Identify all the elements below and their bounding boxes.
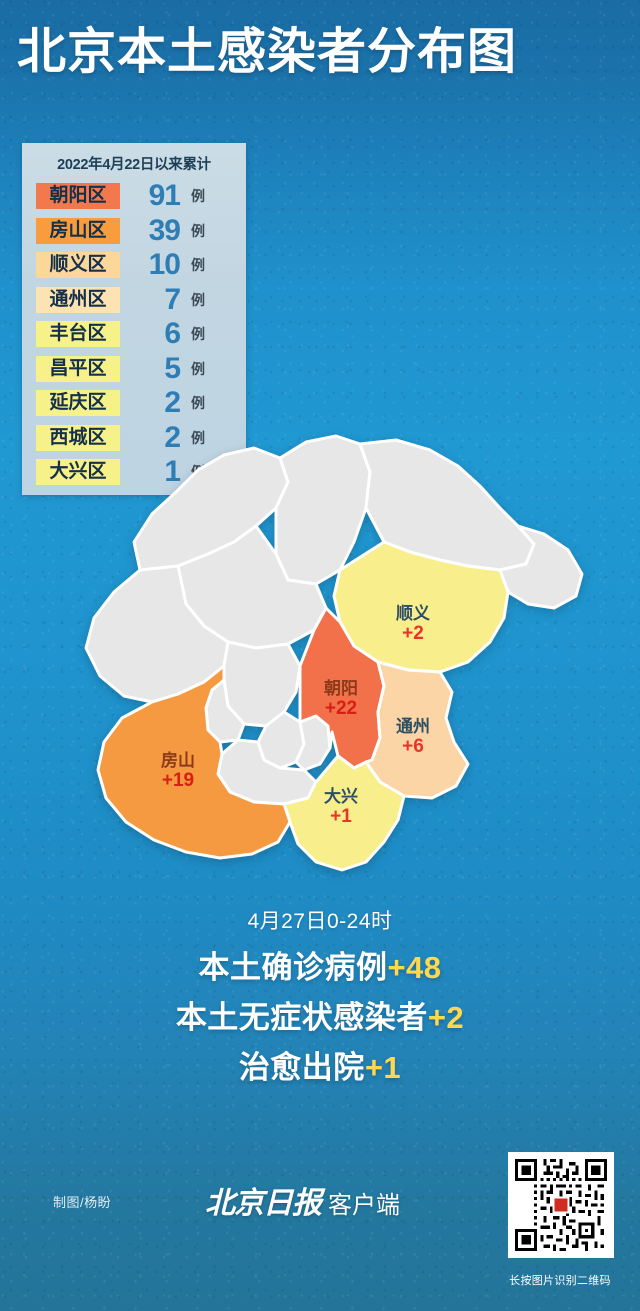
summary-confirmed-count: +48 (387, 950, 442, 985)
map-label-daxing: 大兴 +1 (296, 788, 386, 827)
count-unit: 例 (191, 222, 205, 239)
summary-recovered-label: 治愈出院 (238, 1050, 365, 1085)
count-unit: 例 (191, 326, 205, 343)
count-unit: 例 (191, 188, 205, 205)
district-chip: 大兴区 (36, 459, 120, 486)
district-count: 2 (164, 386, 181, 420)
map-label-name: 大兴 (324, 787, 358, 806)
table-row: 丰台区 6 例 (22, 317, 246, 352)
summary-asymptomatic-count: +2 (427, 1000, 465, 1035)
map-label-count: +22 (324, 697, 358, 719)
map-label-name: 顺义 (396, 604, 430, 623)
district-count: 7 (164, 282, 181, 316)
map-label-name: 朝阳 (324, 679, 358, 698)
map-label-chaoyang: 朝阳 +22 (296, 680, 386, 719)
district-chip: 顺义区 (36, 252, 120, 279)
count-unit: 例 (191, 395, 205, 412)
beijing-district-map: 顺义 +2 朝阳 +22 通州 +6 房山 +19 大兴 +1 (48, 430, 608, 900)
summary-confirmed-label: 本土确诊病例 (198, 950, 388, 985)
legend-header: 2022年4月22日以来累计 (57, 157, 211, 173)
map-label-shunyi: 顺义 +2 (368, 605, 458, 644)
district-chip: 朝阳区 (36, 183, 120, 210)
district-count: 5 (164, 351, 181, 385)
map-region-huairou (274, 434, 372, 586)
map-label-count: +19 (161, 769, 195, 791)
map-region-fangshan (96, 664, 292, 860)
map-label-count: +6 (402, 735, 424, 757)
map-label-tongzhou: 通州 +6 (368, 718, 458, 757)
brand-mark-icon (552, 1196, 570, 1214)
map-label-count: +2 (402, 622, 424, 644)
count-unit: 例 (191, 257, 205, 274)
map-label-name: 通州 (396, 717, 430, 736)
qr-code[interactable] (508, 1152, 614, 1258)
table-row: 朝阳区 91 例 (22, 179, 246, 214)
table-row: 通州区 7 例 (22, 283, 246, 318)
district-chip: 西城区 (36, 424, 120, 451)
district-chip: 通州区 (36, 286, 120, 313)
map-region-daxing (282, 754, 406, 872)
district-count: 91 (148, 179, 181, 213)
count-unit: 例 (191, 360, 205, 377)
brand-name: 北京日报 (205, 1187, 322, 1220)
map-region-pinggu (498, 524, 584, 610)
district-count: 1 (164, 455, 181, 489)
designer-credit: 制图/杨盼 (53, 1195, 112, 1210)
legend-rows: 朝阳区 91 例 房山区 39 例 顺义区 10 例 通州区 7 例 丰台区 6 (22, 179, 246, 490)
summary-asymptomatic-line: 本土无症状感染者+2 (0, 992, 640, 1037)
qr-caption: 长按图片识别二维码 (509, 1275, 611, 1287)
table-row: 房山区 39 例 (22, 214, 246, 249)
district-count: 2 (164, 420, 181, 454)
summary-recovered-count: +1 (364, 1050, 402, 1085)
summary-recovered-line: 治愈出院+1 (0, 1042, 640, 1087)
table-row: 西城区 2 例 (22, 421, 246, 456)
district-chip: 延庆区 (36, 390, 120, 417)
district-chip: 房山区 (36, 217, 120, 244)
legend-panel: 2022年4月22日以来累计 朝阳区 91 例 房山区 39 例 顺义区 10 … (22, 143, 246, 495)
count-unit: 例 (191, 291, 205, 308)
map-region-tongzhou (364, 660, 470, 800)
map-label-fangshan: 房山 +19 (133, 752, 223, 791)
district-chip: 昌平区 (36, 355, 120, 382)
district-count: 10 (148, 248, 181, 282)
map-label-name: 房山 (161, 751, 195, 770)
page-title: 北京本土感染者分布图 (17, 25, 518, 79)
table-row: 延庆区 2 例 (22, 386, 246, 421)
table-row: 顺义区 10 例 (22, 248, 246, 283)
summary-date: 4月27日0-24时 (247, 910, 393, 933)
district-count: 6 (164, 317, 181, 351)
map-label-count: +1 (330, 805, 352, 827)
summary-asymptomatic-label: 本土无症状感染者 (175, 1000, 428, 1035)
brand-subtitle: 客户端 (328, 1192, 400, 1219)
brand-logo: 北京日报 客户端 (205, 1178, 400, 1222)
district-chip: 丰台区 (36, 321, 120, 348)
district-count: 39 (148, 213, 181, 247)
summary-confirmed-line: 本土确诊病例+48 (0, 942, 640, 987)
count-unit: 例 (191, 429, 205, 446)
table-row: 昌平区 5 例 (22, 352, 246, 387)
